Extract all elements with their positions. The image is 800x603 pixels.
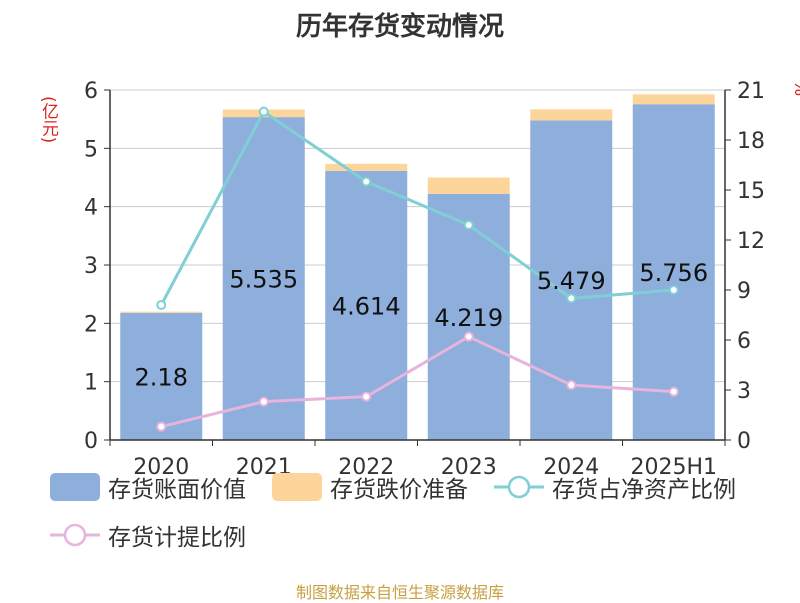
- bar-impairment: [120, 311, 203, 313]
- legend-swatch-impairment: [272, 473, 322, 501]
- legend-marker: [63, 523, 87, 547]
- bar-data-label: 4.219: [434, 304, 503, 332]
- provision-ratio-line: [160, 334, 674, 429]
- provision-ratio-point: [361, 391, 372, 402]
- left-axis-tick-label: 0: [84, 429, 98, 454]
- chart-title: 历年存货变动情况: [295, 12, 504, 42]
- bar-data-label: 4.614: [332, 292, 401, 320]
- bar-impairment: [530, 109, 613, 121]
- net-asset-ratio-point: [258, 106, 269, 117]
- legend-marker: [507, 475, 531, 499]
- right-axis-tick-label: 0: [737, 429, 751, 454]
- x-axis-tick-label: 2025H1: [630, 455, 717, 480]
- net-asset-ratio-point: [156, 300, 167, 310]
- data-source-note: 制图数据来自恒生聚源数据库: [295, 583, 504, 602]
- bar-book-value: [632, 104, 715, 440]
- right-axis-tick-label: 12: [737, 229, 765, 254]
- right-axis-unit: %: [790, 80, 800, 97]
- provision-ratio-point: [566, 380, 577, 390]
- x-axis-tick-label: 2020: [133, 455, 189, 480]
- legend-item-net-asset-ratio[interactable]: 存货占净资产比例: [494, 470, 736, 504]
- x-axis-tick-label: 2022: [338, 455, 394, 480]
- legend-label-impairment: 存货跌价准备: [330, 477, 468, 503]
- provision-ratio-point: [156, 421, 167, 432]
- legend-swatch-provision-ratio: [50, 523, 100, 547]
- left-axis-tick-label: 6: [84, 79, 98, 104]
- bar-data-label: 5.535: [229, 266, 298, 294]
- bar-data-label: 5.479: [537, 267, 606, 295]
- right-axis-tick-label: 3: [737, 379, 751, 404]
- net-asset-ratio-point: [668, 285, 679, 295]
- provision-ratio-point: [258, 396, 269, 407]
- right-axis-tick-label: 21: [737, 79, 765, 104]
- right-axis-tick-label: 18: [737, 129, 765, 154]
- bar-impairment: [427, 177, 510, 194]
- legend: 存货账面价值 存货跌价准备 存货占净资产比例 存货计提比例: [50, 470, 790, 552]
- bar-data-label: 2.18: [135, 363, 188, 391]
- left-axis-tick-label: 2: [84, 312, 98, 337]
- legend-label-net-asset-ratio: 存货占净资产比例: [552, 477, 736, 503]
- left-axis-unit: (亿元): [38, 96, 58, 144]
- net-asset-ratio-line: [159, 109, 674, 306]
- right-axis-tick-label: 6: [737, 329, 751, 354]
- bar-impairment: [325, 163, 408, 171]
- bar-book-value: [427, 193, 510, 440]
- bar-impairment: [632, 94, 715, 105]
- legend-item-book-value[interactable]: 存货账面价值: [50, 470, 246, 504]
- legend-label-book-value: 存货账面价值: [108, 477, 246, 503]
- net-asset-ratio-point: [566, 293, 577, 304]
- provision-ratio-point: [668, 386, 679, 397]
- right-axis-tick-label: 9: [737, 279, 751, 304]
- bar-book-value: [222, 117, 305, 440]
- left-axis-tick-label: 4: [84, 196, 98, 221]
- net-asset-ratio-point: [463, 220, 474, 230]
- legend-swatch-net-asset-ratio: [494, 475, 544, 499]
- legend-swatch-book-value: [50, 473, 100, 501]
- net-asset-ratio-point: [361, 176, 372, 187]
- legend-item-impairment[interactable]: 存货跌价准备: [272, 470, 468, 504]
- left-axis-tick-label: 3: [84, 254, 98, 279]
- bar-data-label: 5.756: [639, 259, 708, 287]
- provision-ratio-point: [463, 331, 474, 342]
- left-axis-tick-label: 1: [84, 371, 98, 396]
- right-axis-tick-label: 15: [737, 179, 765, 204]
- x-axis-tick-label: 2024: [543, 455, 599, 480]
- left-axis-tick-label: 5: [84, 137, 98, 162]
- legend-label-provision-ratio: 存货计提比例: [108, 525, 246, 551]
- x-axis-tick-label: 2023: [441, 455, 497, 480]
- legend-item-provision-ratio[interactable]: 存货计提比例: [50, 518, 246, 552]
